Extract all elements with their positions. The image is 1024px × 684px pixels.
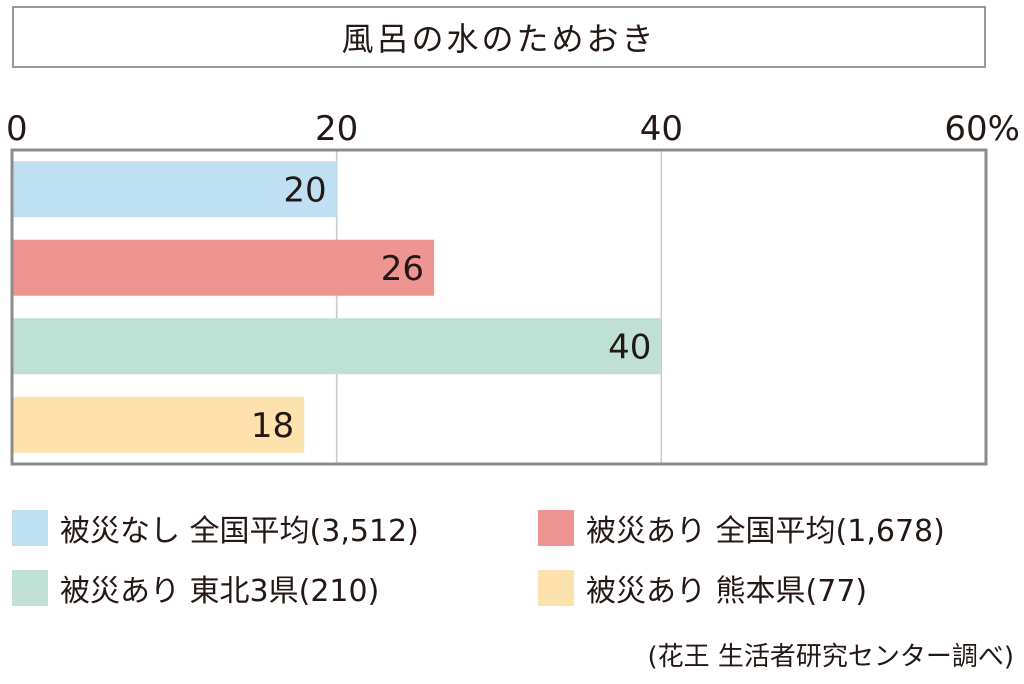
legend-item-2: 被災あり 東北3県(210) (12, 566, 379, 610)
legend-item-1: 被災あり 全国平均(1,678) (538, 506, 945, 550)
bar-value-label-1: 26 (381, 249, 424, 289)
bar-chart: 0 20 40 60% 20 26 40 18 (6, 109, 1020, 466)
legend-item-3: 被災あり 熊本県(77) (538, 566, 867, 610)
legend-swatch-0 (12, 510, 48, 546)
legend: 被災なし 全国平均(3,512) 被災あり 全国平均(1,678) 被災あり 東… (8, 500, 1018, 610)
chart-title-text: 風呂の水のためおき (341, 20, 657, 58)
legend-swatch-3 (538, 570, 574, 606)
bar-3 (12, 396, 305, 453)
bar-value-label-2: 40 (608, 327, 651, 367)
legend-label-0: 被災なし 全国平均(3,512) (60, 514, 419, 549)
legend-label-3: 被災あり 熊本県(77) (586, 574, 868, 609)
x-tick-label-2: 40 (640, 109, 683, 149)
bar-1 (12, 239, 435, 296)
legend-swatch-2 (12, 570, 48, 606)
bar-value-label-0: 20 (283, 170, 326, 210)
legend-label-1: 被災あり 全国平均(1,678) (586, 514, 945, 549)
source-note: (花王 生活者研究センター調べ) (647, 642, 1014, 672)
plot-frame (10, 148, 988, 466)
bar-2 (12, 318, 662, 375)
legend-label-2: 被災あり 東北3県(210) (60, 574, 380, 609)
bar-0 (12, 161, 337, 218)
bar-value-label-3: 18 (251, 406, 294, 446)
legend-item-0: 被災なし 全国平均(3,512) (12, 506, 419, 550)
x-tick-label-0: 0 (6, 109, 28, 149)
chart-title: 風呂の水のためおき (12, 6, 986, 68)
x-tick-label-3: 60% (944, 109, 1020, 149)
legend-swatch-1 (538, 510, 574, 546)
x-tick-label-1: 20 (315, 109, 358, 149)
